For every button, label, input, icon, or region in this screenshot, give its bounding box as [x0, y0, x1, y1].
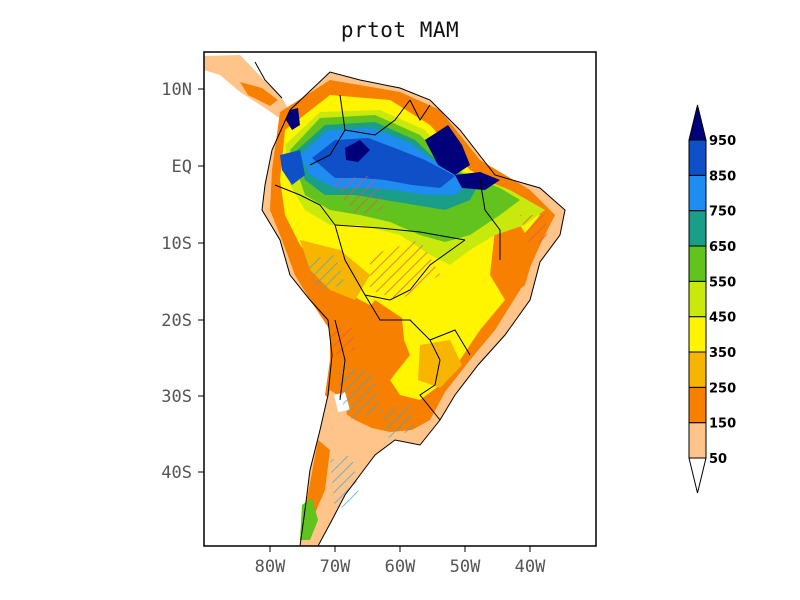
colorbar-box	[688, 386, 707, 424]
lat-tick-label: 10S	[161, 234, 192, 254]
lat-axis: 10N EQ 10S 20S 30S 40S	[161, 80, 204, 483]
colorbar-label: 550	[709, 275, 736, 290]
colorbar-label: 150	[709, 417, 736, 432]
colorbar-label: 250	[709, 381, 736, 396]
lon-tick-label: 40W	[515, 557, 546, 577]
colorbar-label: 50	[709, 452, 727, 467]
lon-axis: 80W 70W 60W 50W 40W	[255, 546, 546, 577]
lon-tick-label: 70W	[320, 557, 351, 577]
lat-tick-label: 30S	[161, 387, 192, 407]
colorbar-box	[688, 174, 707, 212]
colorbar-box	[688, 316, 707, 353]
colorbar-label: 950	[709, 134, 736, 149]
band-above-950	[425, 125, 470, 175]
lat-tick-label: 20S	[161, 311, 192, 331]
lat-tick-label: 40S	[161, 463, 192, 483]
colorbar-box	[688, 210, 707, 247]
colorbar-label: 650	[709, 240, 736, 255]
lon-tick-label: 60W	[385, 557, 416, 577]
colorbar-label: 850	[709, 169, 736, 184]
colorbar-label: 350	[709, 346, 736, 361]
map-plot	[204, 55, 566, 546]
colorbar: 50 150 250 350 450 550 650 750 850 950	[688, 104, 736, 494]
colorbar-label: 450	[709, 311, 736, 326]
colorbar-upper-triangle	[688, 104, 707, 141]
lon-tick-label: 80W	[255, 557, 286, 577]
lat-tick-label: 10N	[161, 80, 192, 100]
lon-tick-label: 50W	[450, 557, 481, 577]
lat-tick-label: EQ	[172, 157, 192, 177]
colorbar-lower-triangle	[688, 457, 707, 494]
colorbar-label: 750	[709, 205, 736, 220]
colorbar-box	[688, 280, 707, 318]
colorbar-box	[688, 139, 707, 176]
map-title: prtot MAM	[340, 18, 460, 42]
colorbar-box	[688, 422, 707, 459]
colorbar-box	[688, 351, 707, 388]
colorbar-box	[688, 245, 707, 282]
country-borders	[254, 61, 566, 546]
